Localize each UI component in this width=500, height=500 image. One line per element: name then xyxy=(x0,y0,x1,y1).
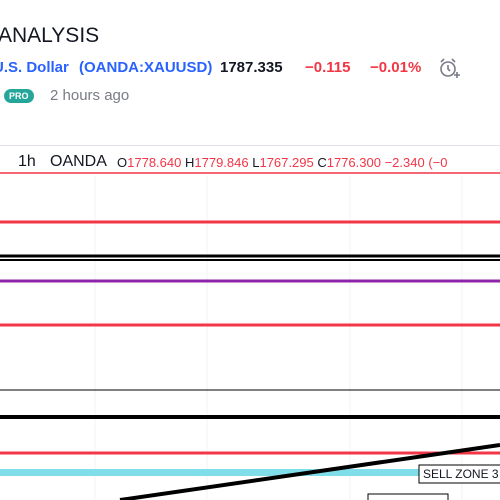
idea-title: ANALYSIS xyxy=(0,24,100,47)
ohlc-value: 1776.300 xyxy=(326,155,381,170)
exchange: OANDA xyxy=(50,153,107,170)
pro-badge: PRO xyxy=(4,89,34,103)
zone-label: SELL ZONE 3 xyxy=(423,467,499,481)
ohlc-label: O xyxy=(117,155,128,170)
price: 1787.335 xyxy=(220,59,283,76)
symbol-name[interactable]: U.S. Dollar xyxy=(0,59,69,76)
ohlc-value: 1779.846 xyxy=(194,155,249,170)
ohlc-value: 1767.295 xyxy=(259,155,314,170)
ohlc-label: L xyxy=(252,155,260,170)
ohlc-label: C xyxy=(317,155,327,170)
symbol-ticker[interactable]: (OANDA:XAUUSD) xyxy=(79,59,213,76)
bar-change: −2.340 (−0 xyxy=(384,155,448,170)
ohlc-value: 1778.640 xyxy=(127,155,182,170)
change-percent: −0.01% xyxy=(370,59,422,76)
separator xyxy=(0,145,500,146)
ohlc: O1778.640 H1779.846 L1767.295 C1776.300 … xyxy=(117,155,447,170)
interval[interactable]: 1h xyxy=(18,153,36,170)
published-time: 2 hours ago xyxy=(50,87,130,104)
change: −0.115 xyxy=(305,59,351,76)
alert-icon[interactable] xyxy=(437,56,461,80)
ohlc-label: H xyxy=(184,155,195,170)
